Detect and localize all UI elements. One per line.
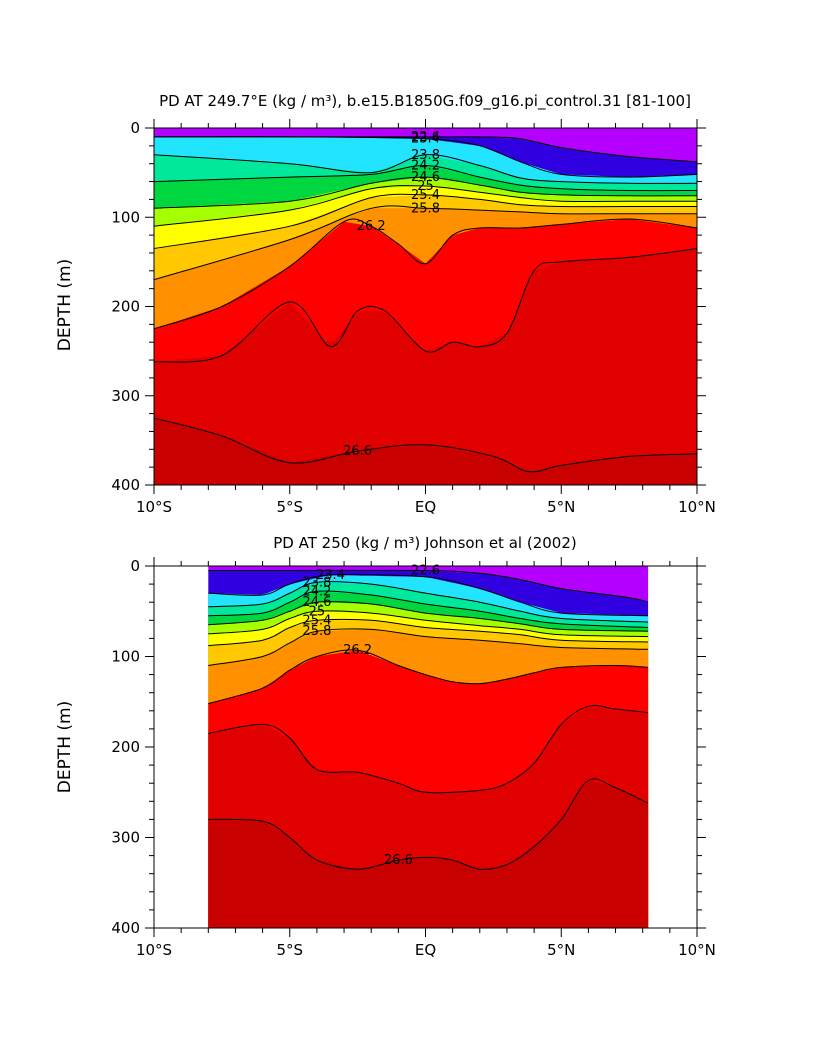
contour-line-25 (153, 185, 697, 227)
panel-bottom: PD AT 250 (kg / m³) Johnson et al (2002)… (55, 534, 716, 959)
contour-line-24.6 (208, 601, 649, 632)
contour-label: 25.8 (302, 624, 331, 639)
y-tick-label: 400 (111, 919, 140, 937)
x-tick-label: 5°S (276, 498, 303, 516)
contour-label: 24.6 (411, 170, 440, 185)
y-tick-label: 0 (130, 119, 140, 137)
panel-top: PD AT 249.7°E (kg / m³), b.e15.B1850G.f0… (55, 92, 716, 516)
contour-label: 22.6 (411, 564, 440, 579)
contour-label: 26.2 (343, 643, 372, 658)
contour-label: 26.6 (343, 444, 372, 459)
contour-lines (208, 569, 649, 870)
contour-line-23.8 (208, 581, 649, 623)
contour-label: 23.4 (316, 568, 345, 583)
contour-fills (208, 566, 649, 928)
contour-label: 25 (309, 604, 326, 619)
x-tick-label: 10°N (678, 498, 716, 516)
x-tick-label: 5°S (276, 941, 303, 959)
density-band-26.6 (154, 418, 697, 485)
x-tick-label: EQ (415, 498, 436, 516)
y-tick-label: 300 (111, 829, 140, 847)
contour-fills (154, 128, 697, 486)
contour-line-26.2 (208, 649, 649, 705)
y-tick-label: 100 (111, 208, 140, 226)
contour-label: 23.8 (302, 575, 331, 590)
contour-label: 23.8 (411, 148, 440, 163)
contour-line-26.6 (153, 417, 698, 473)
contour-label: 25 (417, 179, 434, 194)
contour-label: 22.6 (411, 130, 440, 145)
contour-label: 25.4 (411, 188, 440, 203)
contour-line-23.4 (208, 573, 649, 617)
contour-line-25 (208, 610, 649, 638)
contour-line-25.4 (208, 618, 649, 647)
contour-line-23.4 (153, 136, 698, 178)
density-band-26.6 (208, 780, 649, 928)
x-tick-label: 5°N (547, 941, 575, 959)
contour-label: 25.8 (411, 201, 440, 216)
contour-line-24.2 (208, 590, 649, 628)
y-tick-label: 0 (130, 557, 140, 575)
contour-line-24.6 (153, 176, 698, 209)
contour-line-23.8 (153, 154, 698, 184)
y-tick-label: 200 (111, 298, 140, 316)
contour-line-26.6 (208, 778, 649, 870)
contour-line-22.6 (208, 569, 649, 603)
y-tick-label: 300 (111, 387, 140, 405)
x-tick-label: 10°S (136, 941, 172, 959)
contour-line-24.2 (153, 164, 698, 192)
contour-line-25.8 (153, 205, 697, 281)
contour-line-25.8 (208, 628, 649, 666)
panel-top-title: PD AT 249.7°E (kg / m³), b.e15.B1850G.f0… (159, 92, 691, 111)
y-tick-label: 100 (111, 648, 140, 666)
contour-label: 25.4 (302, 613, 331, 628)
y-tick-label: 400 (111, 476, 140, 494)
contour-label: 26.2 (357, 219, 386, 234)
x-tick-label: 10°S (136, 498, 172, 516)
panel-top-ylabel: DEPTH (m) (55, 259, 75, 351)
x-tick-label: 5°N (547, 498, 575, 516)
contour-line-25.4 (153, 193, 697, 249)
contour-label: 23.4 (411, 132, 440, 147)
panel-bottom-ylabel: DEPTH (m) (55, 701, 75, 793)
density-band-26.4 (154, 248, 697, 485)
contour-label: 26.6 (384, 853, 413, 868)
y-tick-label: 200 (111, 738, 140, 756)
density-band-top (208, 566, 649, 603)
panel-bottom-title: PD AT 250 (kg / m³) Johnson et al (2002) (273, 534, 576, 552)
x-tick-label: EQ (415, 941, 436, 959)
contour-label: 24.2 (411, 159, 440, 174)
contour-line-26.4 (208, 704, 649, 794)
contour-lines (153, 136, 698, 473)
x-tick-label: 10°N (678, 941, 716, 959)
contour-label: 24.2 (302, 584, 331, 599)
contour-line-26.4 (153, 248, 698, 363)
contour-label: 24.6 (302, 595, 331, 610)
contour-line-26.2 (153, 218, 698, 330)
